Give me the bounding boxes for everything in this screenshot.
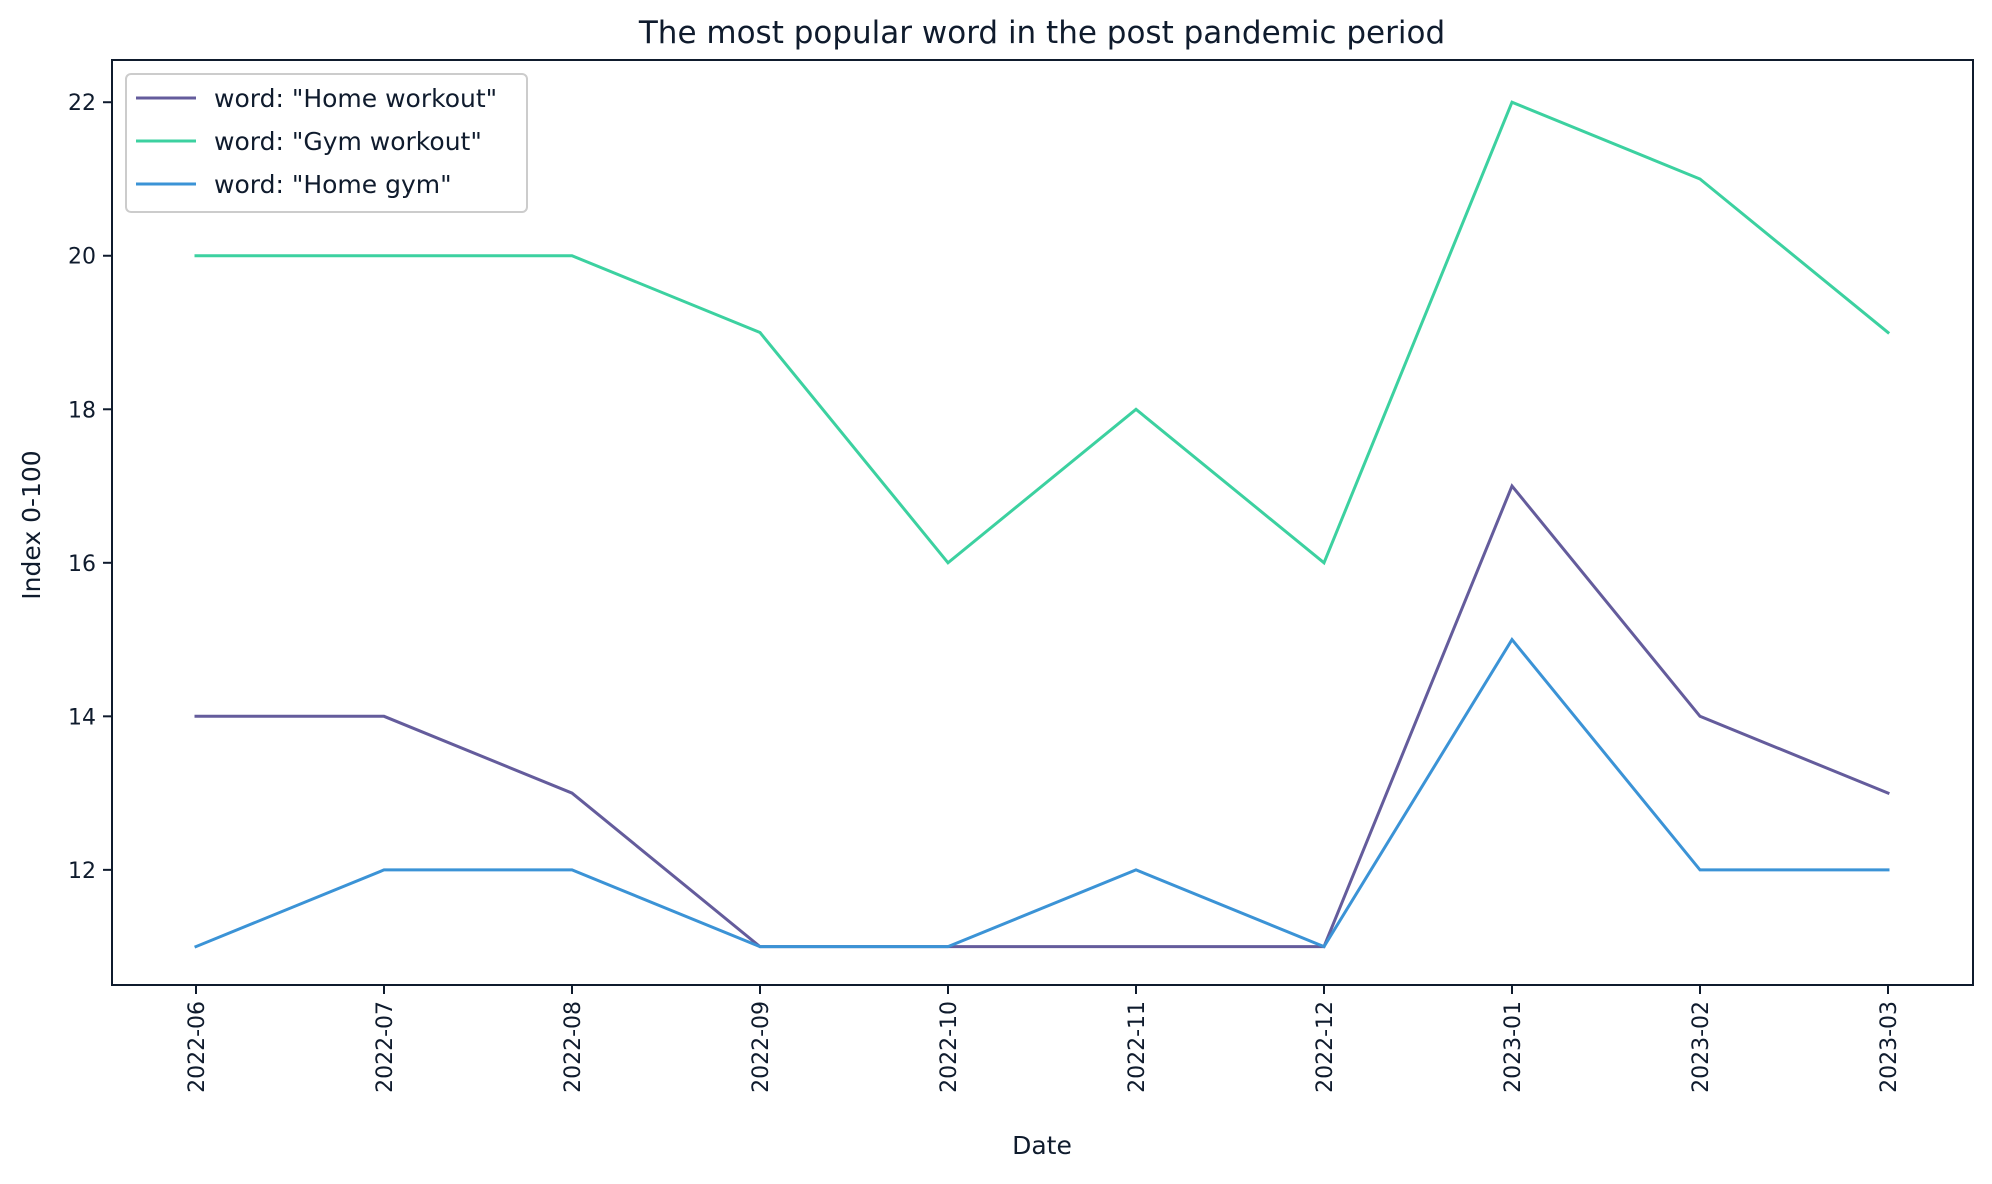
y-tick-label: 22 xyxy=(68,91,96,116)
x-axis: 2022-06 2022-07 2022-08 2022-09 2022-10 2022-… xyxy=(185,985,1902,1093)
y-axis-title: Index 0-100 xyxy=(17,450,46,599)
legend-label: word: "Home gym" xyxy=(214,170,452,199)
y-tick-label: 12 xyxy=(68,859,96,884)
series-line-1 xyxy=(194,100,1891,566)
x-tick-label: 2023-03 xyxy=(1877,1001,1902,1093)
x-tick-label: 2022-11 xyxy=(1125,1001,1150,1093)
series-line-0 xyxy=(194,483,1890,949)
x-tick-label: 2022-09 xyxy=(749,1001,774,1093)
x-tick-label: 2022-12 xyxy=(1313,1001,1338,1093)
y-tick-label: 16 xyxy=(68,552,96,577)
legend: word: "Home workout" word: "Gym workout" w… xyxy=(125,73,528,213)
plot-area xyxy=(194,100,1891,949)
y-tick-label: 20 xyxy=(68,245,96,270)
x-tick-label: 2022-08 xyxy=(561,1001,586,1093)
series-line-2 xyxy=(194,637,1890,949)
legend-label: word: "Gym workout" xyxy=(214,127,482,156)
y-tick-label: 14 xyxy=(68,705,96,730)
legend-items: word: "Home workout" word: "Gym workout" w… xyxy=(136,84,497,199)
x-tick-label: 2023-01 xyxy=(1501,1001,1526,1093)
x-tick-label: 2022-10 xyxy=(937,1001,962,1093)
x-tick-label: 2022-06 xyxy=(185,1001,210,1093)
x-tick-label: 2022-07 xyxy=(373,1001,398,1093)
x-axis-title: Date xyxy=(1012,1131,1072,1160)
legend-box xyxy=(125,73,528,213)
y-tick-label: 18 xyxy=(68,398,96,423)
legend-label: word: "Home workout" xyxy=(214,84,497,113)
x-tick-label: 2023-02 xyxy=(1689,1001,1714,1093)
plot-frame xyxy=(111,59,1974,986)
chart-title: The most popular word in the post pandem… xyxy=(638,15,1445,51)
y-axis: 12 14 16 18 20 22 xyxy=(68,91,112,884)
